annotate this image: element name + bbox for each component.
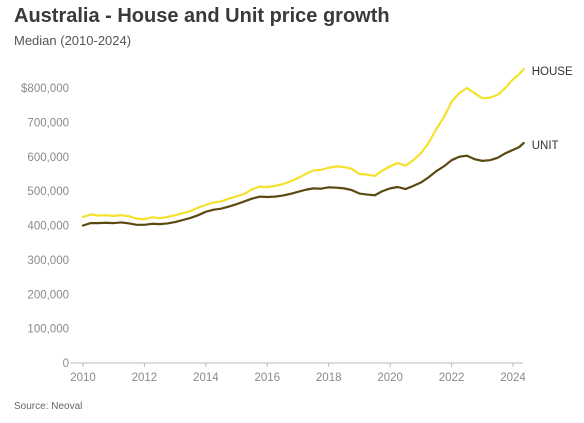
y-tick-label: 100,000 [27, 324, 69, 336]
y-tick-label: 200,000 [27, 289, 69, 301]
axis-layer: 0 100,000 200,000 300,000 400,000 500,000 600,… [21, 83, 526, 384]
x-tick-label: 2024 [500, 372, 526, 384]
x-tick-label: 2014 [193, 372, 219, 384]
x-tick-label: 2010 [70, 372, 96, 384]
source-note: Source: Neoval [14, 401, 83, 412]
label-layer: HOUSE UNIT [532, 66, 573, 152]
x-tick-label: 2022 [439, 372, 465, 384]
series-layer [81, 67, 525, 227]
y-tick-label: 400,000 [27, 221, 69, 233]
y-tick-label: 0 [63, 358, 69, 370]
y-tick-label: 500,000 [27, 186, 69, 198]
chart-title: Australia - House and Unit price growth [14, 5, 390, 27]
y-tick-label: $800,000 [21, 83, 69, 95]
y-tick-label: 700,000 [27, 117, 69, 129]
y-tick-label: 600,000 [27, 152, 69, 164]
series-label-unit: UNIT [532, 140, 559, 152]
x-tick-label: 2012 [132, 372, 158, 384]
y-tick-label: 300,000 [27, 255, 69, 267]
x-tick-label: 2018 [316, 372, 342, 384]
series-label-house: HOUSE [532, 66, 573, 78]
series-line-unit [81, 141, 525, 227]
chart-subtitle: Median (2010-2024) [14, 33, 132, 48]
x-tick-label: 2020 [377, 372, 403, 384]
x-tick-label: 2016 [254, 372, 280, 384]
series-line-house [81, 67, 525, 221]
